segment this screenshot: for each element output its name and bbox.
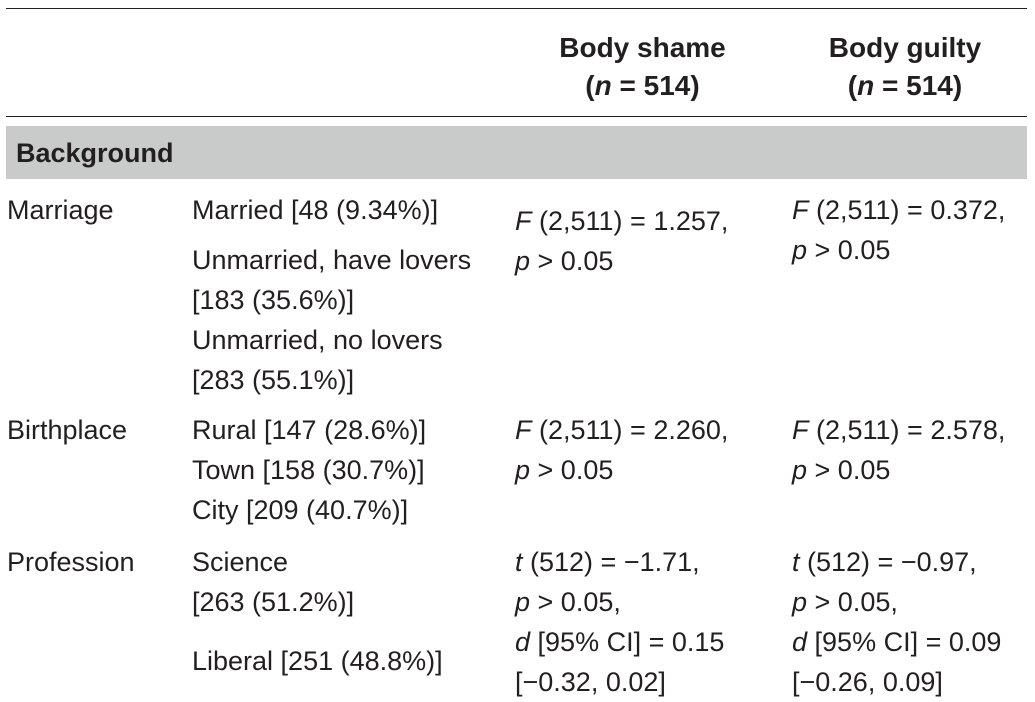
- stat-value: (2,511) = 2.578,: [808, 415, 1006, 445]
- stat-symbol: t: [792, 547, 800, 577]
- row-categories-profession: Science [263 (51.2%)] Liberal [251 (48.8…: [192, 542, 443, 681]
- stat-symbol: F: [515, 415, 532, 445]
- n-value: = 514): [874, 70, 963, 101]
- row-variable-profession: Profession: [7, 547, 135, 577]
- category-line: Married [48 (9.34%)]: [192, 195, 439, 225]
- stat-line: p > 0.05: [792, 230, 1005, 270]
- row-shame-stats-birthplace: F (2,511) = 2.260, p > 0.05: [515, 410, 728, 490]
- category-line: [263 (51.2%)]: [192, 587, 355, 617]
- stat-value: > 0.05: [807, 235, 891, 265]
- row-variable-marriage: Marriage: [7, 195, 114, 225]
- category-line: [283 (55.1%)]: [192, 365, 355, 395]
- category-line: Liberal [251 (48.8%)]: [192, 646, 443, 676]
- n-symbol: n: [594, 70, 612, 101]
- row-guilty-stats-birthplace: F (2,511) = 2.578, p > 0.05: [792, 410, 1005, 490]
- n-value: = 514): [611, 70, 700, 101]
- stat-line: p > 0.05,: [515, 582, 724, 622]
- stat-line: t (512) = −0.97,: [792, 542, 1001, 582]
- stat-value: > 0.05: [530, 455, 614, 485]
- stat-value: (2,511) = 0.372,: [808, 195, 1006, 225]
- stat-symbol: d: [515, 627, 531, 657]
- stat-value: (2,511) = 1.257,: [531, 206, 729, 236]
- stat-line: F (2,511) = 0.372,: [792, 190, 1005, 230]
- category-line: Town [158 (30.7%)]: [192, 455, 425, 485]
- stat-line: p > 0.05: [515, 450, 728, 490]
- column-header-title: Body shame: [559, 32, 726, 63]
- category-line: Unmarried, no lovers: [192, 325, 443, 355]
- stat-value: (512) = −1.71,: [522, 547, 700, 577]
- stat-line: F (2,511) = 1.257,: [515, 201, 728, 241]
- stat-value: > 0.05: [807, 455, 891, 485]
- section-band: Background: [6, 126, 1027, 179]
- stat-line: [−0.32, 0.02]: [515, 667, 666, 697]
- stat-symbol: p: [792, 455, 808, 485]
- stat-line: p > 0.05: [792, 450, 1005, 490]
- category-line: [183 (35.6%)]: [192, 285, 355, 315]
- stat-value: (2,511) = 2.260,: [531, 415, 729, 445]
- column-header-title: Body guilty: [828, 32, 982, 63]
- column-header-sample-size: (n = 514): [847, 70, 963, 101]
- stat-line: p > 0.05: [515, 241, 728, 281]
- stat-symbol: p: [792, 587, 808, 617]
- stat-value: [95% CI] = 0.15: [530, 627, 725, 657]
- stat-symbol: p: [515, 455, 531, 485]
- row-guilty-stats-profession: t (512) = −0.97, p > 0.05, d [95% CI] = …: [792, 542, 1001, 702]
- header-bottom-rule: [6, 116, 1027, 117]
- column-header-body-shame: Body shame (n = 514): [520, 29, 765, 105]
- stat-symbol: p: [792, 235, 808, 265]
- stat-symbol: t: [515, 547, 523, 577]
- stat-value: > 0.05: [530, 246, 614, 276]
- category-line: Rural [147 (28.6%)]: [192, 415, 427, 445]
- table-top-rule: [6, 8, 1027, 9]
- category-line: Unmarried, have lovers: [192, 245, 472, 275]
- stat-symbol: p: [515, 587, 531, 617]
- stat-value: (512) = −0.97,: [799, 547, 977, 577]
- column-header-sample-size: (n = 514): [585, 70, 700, 101]
- stat-line: t (512) = −1.71,: [515, 542, 724, 582]
- row-categories-marriage: Married [48 (9.34%)] Unmarried, have lov…: [192, 190, 471, 400]
- stat-line: d [95% CI] = 0.15: [515, 622, 724, 662]
- stat-symbol: F: [792, 195, 809, 225]
- stat-symbol: F: [792, 415, 809, 445]
- stat-value: > 0.05,: [807, 587, 898, 617]
- stat-line: F (2,511) = 2.260,: [515, 410, 728, 450]
- row-variable-birthplace: Birthplace: [7, 415, 128, 445]
- n-symbol: n: [857, 70, 875, 101]
- stat-line: d [95% CI] = 0.09: [792, 622, 1001, 662]
- row-shame-stats-profession: t (512) = −1.71, p > 0.05, d [95% CI] = …: [515, 542, 724, 702]
- stat-line: F (2,511) = 2.578,: [792, 410, 1005, 450]
- stat-value: [95% CI] = 0.09: [807, 627, 1002, 657]
- stat-line: [−0.26, 0.09]: [792, 667, 943, 697]
- stat-line: p > 0.05,: [792, 582, 1001, 622]
- stat-symbol: d: [792, 627, 808, 657]
- category-line: Science: [192, 547, 289, 577]
- stat-value: > 0.05,: [530, 587, 621, 617]
- section-label: Background: [16, 138, 174, 168]
- row-categories-birthplace: Rural [147 (28.6%)] Town [158 (30.7%)] C…: [192, 410, 426, 530]
- row-guilty-stats-marriage: F (2,511) = 0.372, p > 0.05: [792, 190, 1005, 270]
- category-line: City [209 (40.7%)]: [192, 495, 409, 525]
- column-header-body-guilty: Body guilty (n = 514): [790, 29, 1020, 105]
- row-shame-stats-marriage: F (2,511) = 1.257, p > 0.05: [515, 201, 728, 281]
- stat-symbol: p: [515, 246, 531, 276]
- stat-symbol: F: [515, 206, 532, 236]
